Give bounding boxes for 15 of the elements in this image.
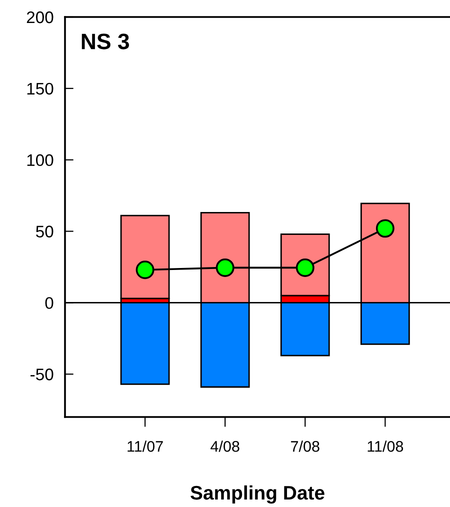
- y-tick-label: 200: [26, 11, 54, 24]
- point: [376, 219, 394, 238]
- x-tick-label: 11/07: [128, 440, 163, 452]
- point: [216, 258, 234, 277]
- x-tick-label: 11/08: [368, 440, 404, 452]
- y-tick-label: -50: [30, 368, 54, 380]
- text: NS 3: [82, 34, 129, 50]
- y-tick-label: 100: [27, 154, 54, 166]
- x-axis-title: Sampling Date: [190, 485, 324, 504]
- x-tick-label: 4/08: [210, 440, 240, 452]
- y-tick-label: 150: [27, 82, 54, 95]
- y-tick-label: 50: [36, 226, 54, 238]
- x-tick-label: 7/08: [291, 440, 320, 452]
- y-tick-label: 0: [45, 297, 54, 309]
- point: [136, 260, 154, 280]
